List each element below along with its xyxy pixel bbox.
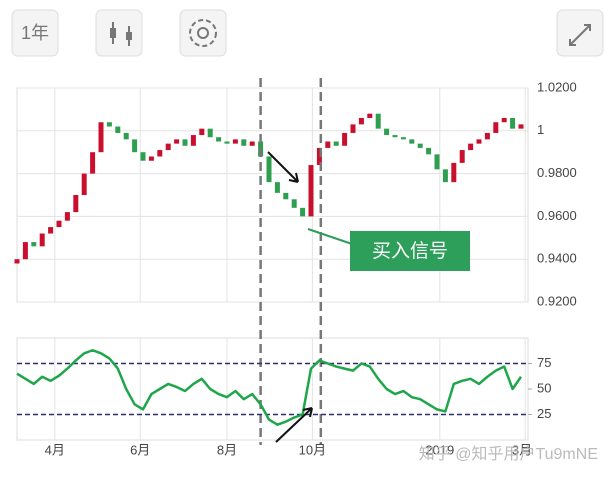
button-box [556, 9, 604, 57]
x-tick-label: 2019 [425, 442, 454, 457]
candle-type-button[interactable] [95, 9, 143, 57]
icon [110, 28, 116, 38]
annotation-box [350, 231, 470, 271]
button-box [11, 9, 59, 57]
x-tick-label: 4月 [45, 442, 65, 457]
y-tick-label: 1.0200 [537, 79, 577, 94]
x-tick-label: 3月 [512, 442, 532, 457]
annotation-leader [307, 228, 353, 245]
icon [569, 24, 591, 46]
candle [98, 122, 104, 153]
candle [115, 126, 121, 133]
y-tick-label: 25 [537, 406, 551, 421]
candle [400, 137, 406, 140]
settings-button[interactable] [179, 9, 227, 57]
candle [249, 141, 255, 146]
candle [64, 212, 70, 221]
candle [417, 143, 423, 148]
arrow [267, 151, 299, 183]
candle [409, 139, 415, 144]
candle [190, 135, 196, 146]
candle [501, 117, 507, 123]
candle [182, 139, 188, 146]
candle [392, 135, 398, 138]
rsi-line [16, 348, 523, 426]
candle [358, 117, 364, 125]
y-tick-label: 0.9600 [537, 208, 577, 223]
y-tick-label: 50 [537, 380, 551, 395]
y-tick-label: 0.9400 [537, 251, 577, 266]
range-label: 1年 [21, 23, 49, 43]
candle [31, 242, 37, 247]
candle [207, 128, 213, 138]
candle [367, 113, 373, 118]
plot: 0.9200 0.9400 0.9600 0.9800 1 1.0200 4月 6月 8月 10月… [14, 78, 577, 457]
icon [197, 27, 209, 39]
candle [232, 139, 238, 144]
y-tick-label: 1 [537, 122, 544, 137]
candle [266, 156, 272, 183]
button-box [95, 9, 143, 57]
candle [140, 152, 146, 161]
candle [174, 139, 180, 144]
candle [14, 259, 20, 264]
candle [442, 169, 448, 183]
candle [22, 242, 28, 260]
candle [73, 195, 79, 213]
candle [484, 132, 490, 140]
candle [81, 173, 87, 195]
icon [126, 32, 132, 40]
candle [291, 199, 297, 208]
candle [518, 124, 524, 129]
candle [39, 233, 45, 247]
range-button[interactable]: 1年 [11, 9, 59, 57]
candle [375, 113, 381, 129]
x-tick-label: 6月 [130, 442, 150, 457]
candle [325, 141, 331, 148]
candle [283, 192, 289, 200]
candle [468, 143, 474, 151]
y-tick-label: 0.9200 [537, 293, 577, 308]
candle [459, 150, 465, 163]
candle [451, 162, 457, 183]
candle [426, 147, 432, 155]
candle [165, 143, 171, 151]
candle [300, 207, 306, 217]
icon [189, 19, 217, 47]
y-tick-label: 0.9800 [537, 165, 577, 180]
candle [241, 139, 247, 146]
y-tick-label: 75 [537, 355, 551, 370]
arrow [275, 407, 313, 443]
annotation: 买入信号 [372, 240, 448, 262]
candle [510, 117, 516, 129]
candle [316, 147, 322, 166]
candle [476, 139, 482, 144]
candle [434, 154, 440, 170]
candle [384, 128, 390, 136]
candle [342, 132, 348, 146]
candle [493, 122, 499, 133]
candle [308, 165, 314, 217]
candle [123, 132, 129, 140]
candle [224, 141, 230, 144]
candle [90, 152, 96, 174]
x-tick-label: 10月 [299, 442, 326, 457]
candle [350, 124, 356, 133]
fullscreen-button[interactable] [556, 9, 604, 57]
candle [274, 182, 280, 193]
button-box [179, 9, 227, 57]
x-tick-label: 8月 [217, 442, 237, 457]
candle [333, 141, 339, 146]
candle [157, 150, 163, 157]
candle [56, 220, 62, 228]
candle [48, 227, 54, 234]
candle [216, 137, 222, 142]
candle [148, 156, 154, 161]
candle [132, 139, 138, 153]
watermark: 知乎 @知乎用户Tu9mNE [419, 445, 598, 463]
candle [199, 128, 205, 136]
candle [106, 122, 112, 127]
